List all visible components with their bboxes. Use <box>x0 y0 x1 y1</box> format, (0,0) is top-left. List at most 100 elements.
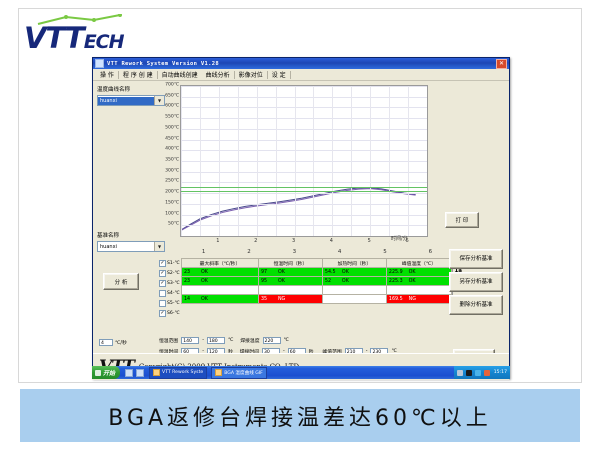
menu-item-program-create[interactable]: 程 序 创 建 <box>122 72 153 79</box>
series-checkbox[interactable]: ✓ S6-℃ <box>159 308 181 318</box>
chart-gridline-h <box>181 161 427 162</box>
chart-plot-area[interactable] <box>180 85 428 237</box>
menu-separator <box>156 70 158 79</box>
checkbox-icon[interactable]: ✓ <box>159 279 166 287</box>
chart-y-axis: 700℃ 650℃ 600℃ 550℃ 500℃ 450℃ 400℃ 350℃ 300℃ 250℃… <box>159 83 179 237</box>
shield-icon[interactable] <box>474 369 481 376</box>
chart-y-tick-label: 500℃ <box>165 125 179 131</box>
chart-y-tick-label: 150℃ <box>165 200 179 206</box>
chart-gridline-h <box>181 128 427 130</box>
peak-range-unit: ℃ <box>391 349 397 354</box>
chevron-down-icon[interactable]: ▼ <box>154 242 164 251</box>
close-icon[interactable]: ✕ <box>496 58 507 69</box>
chart-gridline-v <box>332 86 334 236</box>
soak-time-label: 恒温时间 <box>159 348 178 355</box>
curve-name-combo[interactable]: huanxi ▼ <box>97 95 165 106</box>
checkbox-icon[interactable]: ✓ <box>159 309 166 317</box>
series-checkbox[interactable]: S5-℃ <box>159 298 181 308</box>
chart-x-tick-label: 3 <box>291 238 296 244</box>
menu-item-auto-curve-create[interactable]: 自动曲线创建 <box>161 72 198 79</box>
table-cell: 23 OK <box>181 267 259 277</box>
menu-item-curve-analysis[interactable]: 曲线分析 <box>201 70 234 79</box>
save-baseline-button[interactable]: 保存分析基准 <box>449 249 503 269</box>
volume-icon[interactable] <box>465 369 472 376</box>
range-dash: - <box>202 349 204 354</box>
print-button[interactable]: 打 印 <box>445 212 479 228</box>
window-titlebar[interactable]: VTT Rework System Version V1.28 ✕ <box>93 58 509 69</box>
chart-gridline-v <box>237 86 239 236</box>
taskbar-item-label: BGA 温度曲线 GIF <box>224 370 263 376</box>
table-cell <box>385 285 453 295</box>
show-desktop-icon[interactable] <box>125 368 134 377</box>
delete-baseline-button[interactable]: 删除分析基准 <box>449 295 503 315</box>
cell-status: NG <box>277 296 286 302</box>
series-checkbox[interactable]: ✓ S2-℃ <box>159 268 181 278</box>
taskbar-item-bga-image[interactable]: BGA 温度曲线 GIF <box>211 366 267 379</box>
chart-limit-line <box>181 191 427 192</box>
checkbox-icon[interactable] <box>159 289 166 297</box>
parameter-row-1: 恒温范围 140 - 180 ℃ 焊接温度 220 ℃ <box>159 335 459 346</box>
series-checkbox[interactable]: ✓ S1-℃ <box>159 258 181 268</box>
menu-item-image-alignment[interactable]: 影像对位 <box>238 72 263 79</box>
menu-item-operation[interactable]: 操 作 <box>100 72 114 79</box>
table-row: 23 OK 97 OK 54.5 OK 225.9 OK 1a <box>181 267 462 277</box>
table-cell: 23 OK <box>181 276 259 286</box>
chart-y-tick-label: 50℃ <box>167 221 179 227</box>
checkbox-icon[interactable]: ✓ <box>159 269 166 277</box>
chevron-down-icon[interactable]: ▼ <box>154 96 164 105</box>
cell-status: OK <box>341 278 349 284</box>
table-cell <box>181 285 259 295</box>
logo-main-text: VTT <box>24 21 85 55</box>
quick-launch-bar <box>120 368 149 377</box>
soak-range-label: 恒温范围 <box>159 339 179 344</box>
table-row-label: 1a <box>454 267 462 274</box>
start-button[interactable]: 开始 <box>92 366 121 379</box>
chart-gridline-h <box>181 214 427 216</box>
series-checkbox-label: S5-℃ <box>167 300 180 306</box>
menu-item-settings[interactable]: 设 定 <box>271 72 286 79</box>
taskbar-item-vtt-rework[interactable]: VTT Rework Syste <box>149 366 208 379</box>
cell-value: 54.5 <box>324 269 336 275</box>
table-cell: 52 OK <box>321 276 387 286</box>
series-checkbox[interactable]: S4-℃ <box>159 288 181 298</box>
chart-x-tick-label: 4 <box>329 238 333 244</box>
browser-icon[interactable] <box>136 368 145 377</box>
chart-y-tick-label: 350℃ <box>165 157 179 163</box>
cell-status: OK <box>408 278 416 284</box>
chart-y-tick-label: 100℃ <box>165 211 179 217</box>
table-cell: 54.5 OK <box>321 267 387 277</box>
chart-y-tick-label: 600℃ <box>165 103 179 109</box>
cell-value: 97 <box>260 269 268 275</box>
analyze-button[interactable]: 分 析 <box>103 273 139 290</box>
chart-gridline-v <box>199 86 201 236</box>
baseline-name-value: huanxi <box>98 242 154 251</box>
chart-y-tick-label: 450℃ <box>165 136 179 142</box>
cell-value: 225.3 <box>388 278 403 284</box>
checkbox-icon[interactable]: ✓ <box>159 259 166 267</box>
system-tray: 15:17 <box>453 366 510 379</box>
table-cell <box>321 294 387 304</box>
solder-temp-unit: ℃ <box>283 338 289 343</box>
table-header-max-slope: 最大斜率（℃/秒） <box>181 258 259 268</box>
series-checkbox[interactable]: ✓ S3-℃ <box>159 278 181 288</box>
taskbar-clock[interactable]: 15:17 <box>493 370 507 375</box>
soak-range-max-input[interactable]: 180 <box>206 337 225 344</box>
table-header-peak-temp: 峰值温度（℃） <box>385 258 453 268</box>
network-icon[interactable] <box>456 369 463 376</box>
chart-gridline-v <box>256 86 258 236</box>
solder-time-label: 焊接时间 <box>240 348 259 355</box>
slope-value-input[interactable]: 4 <box>99 339 113 346</box>
solder-temp-input[interactable]: 220 <box>262 337 281 344</box>
table-cell: 169.5 NG <box>385 294 453 304</box>
baseline-name-combo[interactable]: huanxi ▼ <box>97 241 165 252</box>
soak-range-min-input[interactable]: 140 <box>181 337 200 344</box>
chart-series-S2 <box>181 188 416 231</box>
menu-separator <box>289 70 291 79</box>
save-as-baseline-button[interactable]: 另存分析基准 <box>449 272 503 292</box>
menu-separator <box>117 70 119 79</box>
cell-status: OK <box>341 269 349 275</box>
checkbox-icon[interactable] <box>159 299 166 307</box>
antivirus-icon[interactable] <box>483 369 490 376</box>
cell-value: 225.9 <box>388 269 403 275</box>
